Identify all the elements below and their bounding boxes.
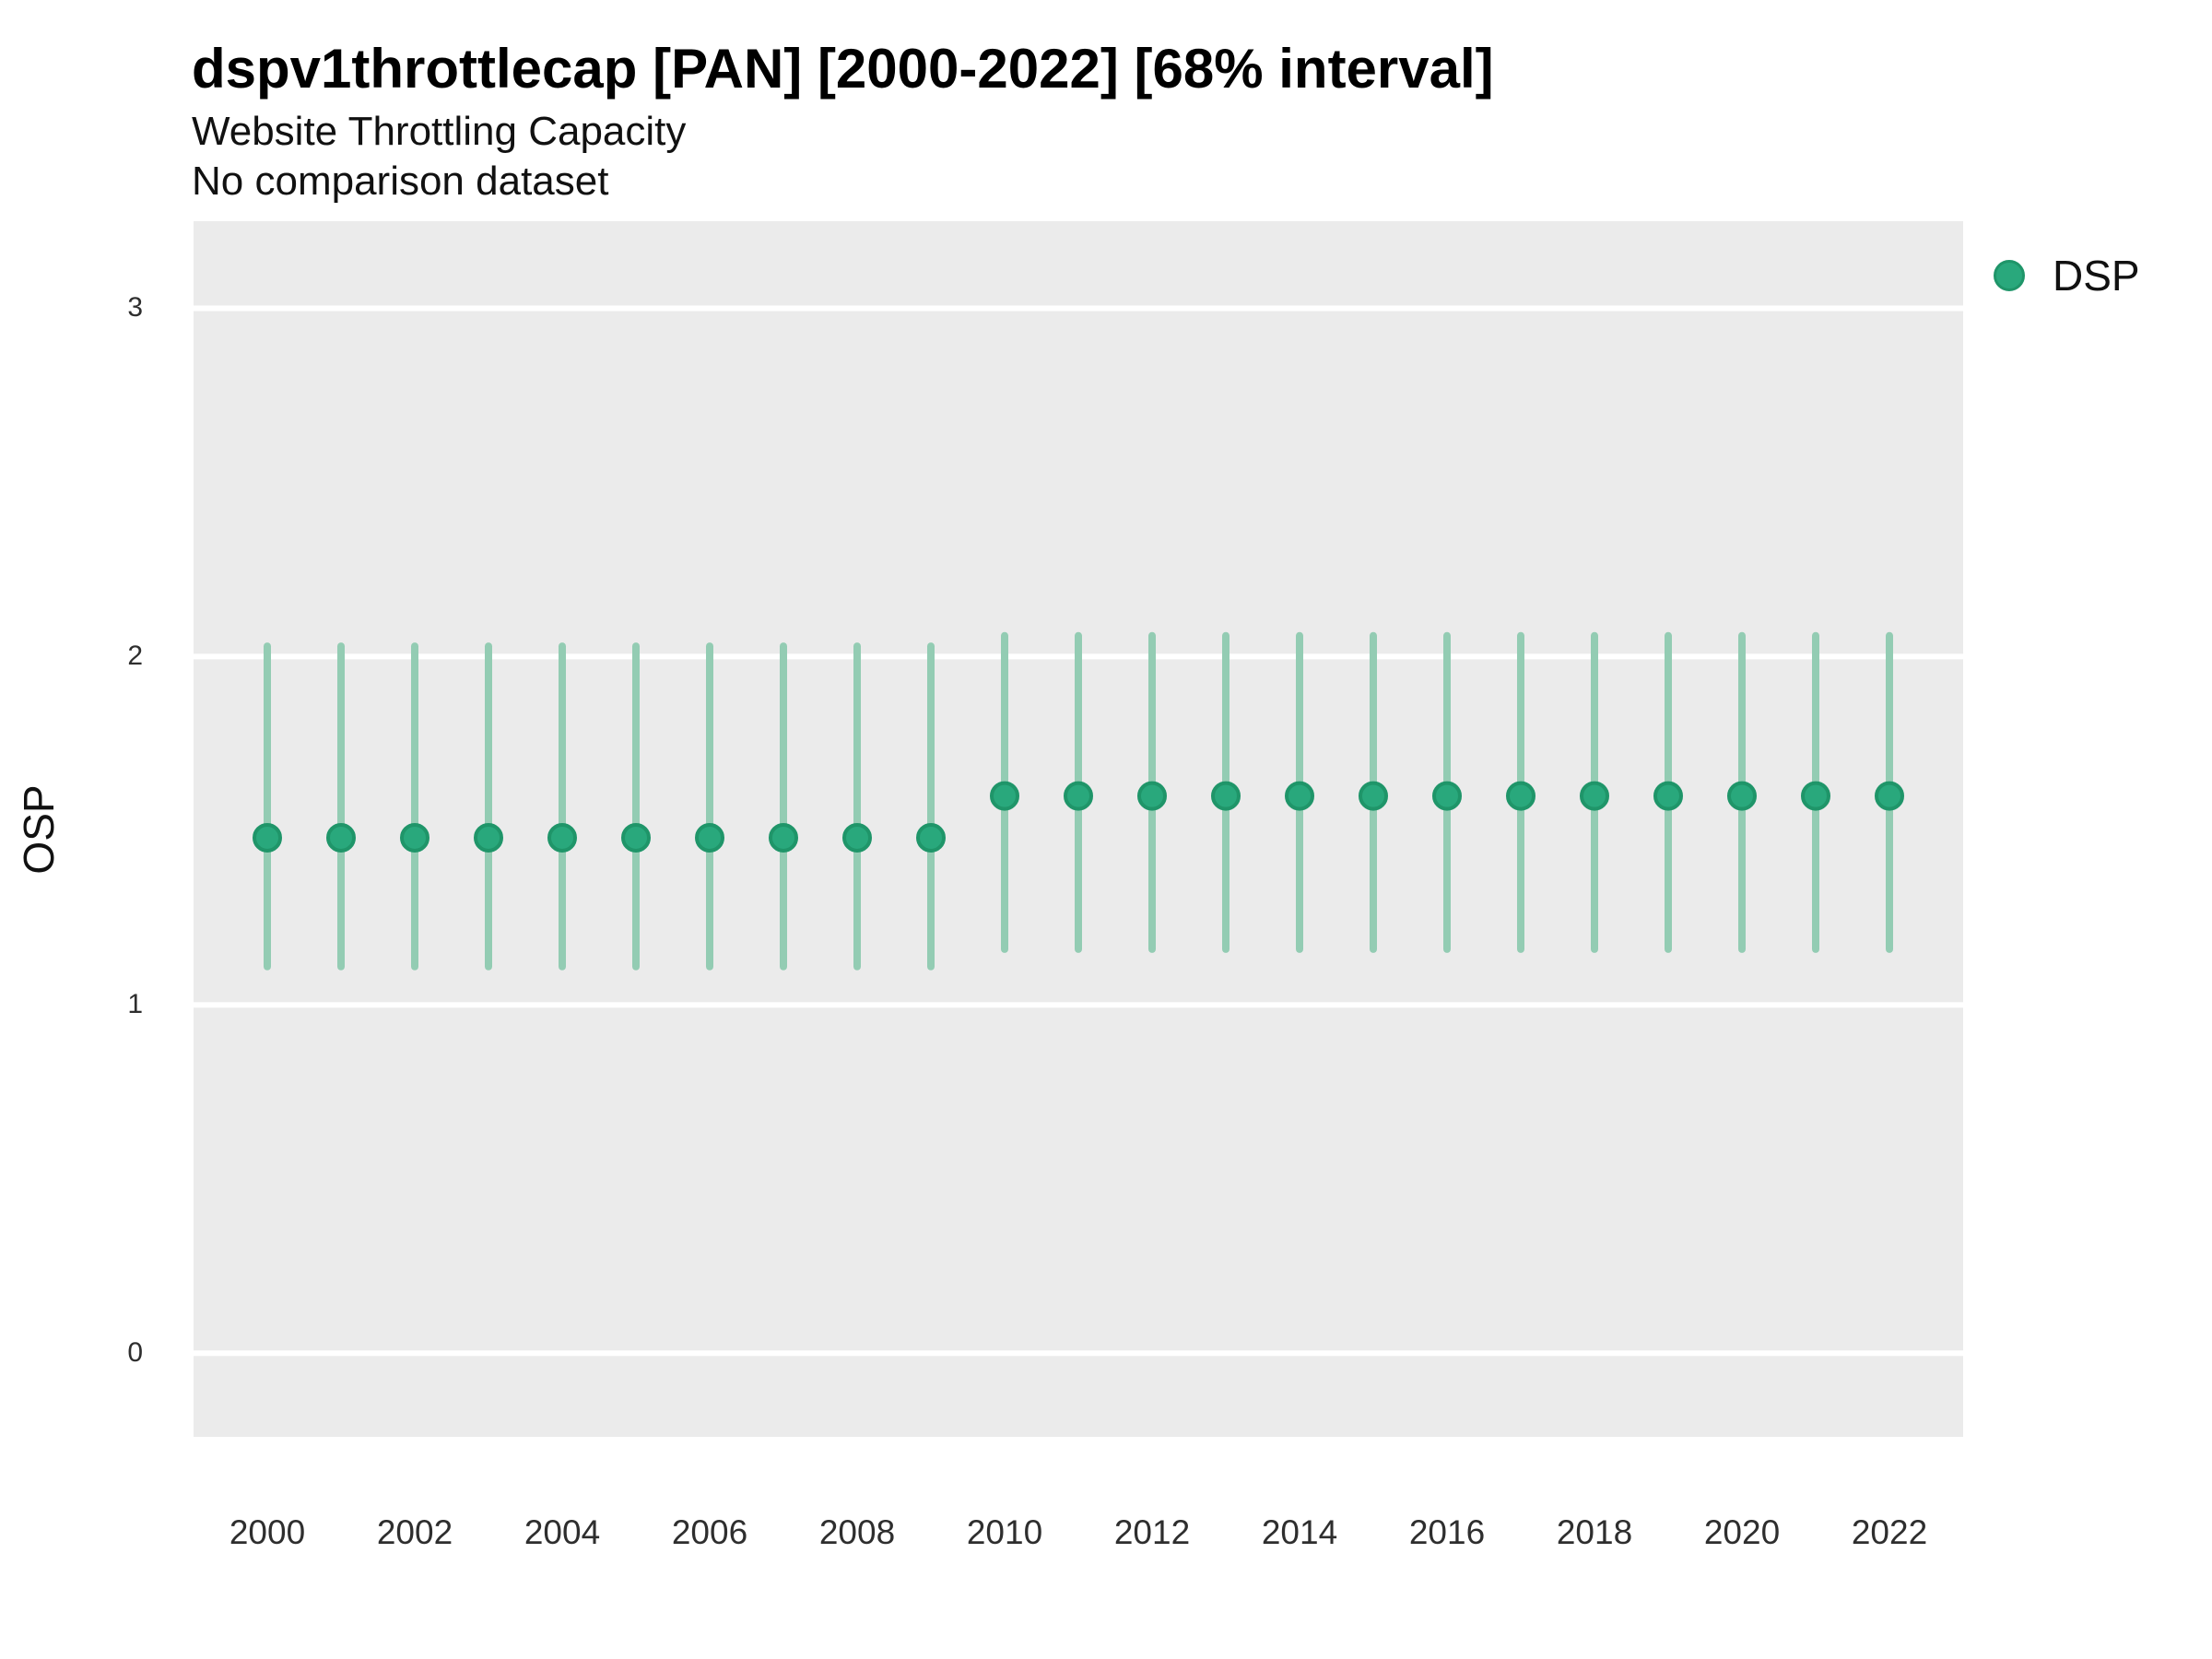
chart-subtitle: Website Throttling Capacity <box>192 109 687 154</box>
data-point <box>1875 781 1904 811</box>
data-point <box>1506 781 1535 811</box>
x-tick-label: 2010 <box>966 1513 1043 1551</box>
plot-panel <box>194 221 1963 1437</box>
data-point <box>1211 781 1241 811</box>
x-tick-label: 2000 <box>229 1513 306 1551</box>
y-tick-label: 1 <box>127 989 143 1020</box>
data-point <box>1801 781 1830 811</box>
data-point <box>1653 781 1683 811</box>
x-tick-label: 2008 <box>818 1513 896 1551</box>
plot-canvas <box>194 221 1963 1437</box>
x-tick-label: 2018 <box>1556 1513 1633 1551</box>
y-axis-title: OSP <box>15 784 63 875</box>
data-point <box>621 822 651 853</box>
data-point <box>842 822 872 853</box>
x-tick-label: 2012 <box>1113 1513 1191 1551</box>
x-tick-label: 2014 <box>1261 1513 1338 1551</box>
data-point <box>474 822 503 853</box>
data-point <box>1432 781 1462 811</box>
data-point <box>769 822 798 853</box>
y-tick-label: 3 <box>127 292 143 324</box>
legend-dot-icon <box>1994 260 2025 291</box>
y-tick-label: 0 <box>127 1337 143 1369</box>
x-tick-label: 2002 <box>376 1513 453 1551</box>
y-tick-label: 2 <box>127 641 143 672</box>
chart-title: dspv1throttlecap [PAN] [2000-2022] [68% … <box>192 38 1494 100</box>
chart-annotation: No comparison dataset <box>192 159 609 204</box>
data-point <box>1727 781 1757 811</box>
data-point <box>547 822 577 853</box>
x-tick-label: 2006 <box>671 1513 748 1551</box>
x-tick-label: 2022 <box>1851 1513 1928 1551</box>
data-point <box>695 822 724 853</box>
data-point <box>1580 781 1609 811</box>
legend-item-label: DSP <box>2053 252 2140 300</box>
data-point <box>1064 781 1093 811</box>
data-point <box>1137 781 1167 811</box>
data-point <box>326 822 356 853</box>
data-point <box>1285 781 1314 811</box>
x-tick-label: 2016 <box>1408 1513 1486 1551</box>
x-tick-label: 2020 <box>1703 1513 1781 1551</box>
data-point <box>1359 781 1388 811</box>
data-point <box>990 781 1019 811</box>
data-point <box>400 822 429 853</box>
x-tick-label: 2004 <box>524 1513 601 1551</box>
data-point <box>916 822 946 853</box>
data-point <box>253 822 282 853</box>
legend: DSP <box>1994 254 2140 297</box>
